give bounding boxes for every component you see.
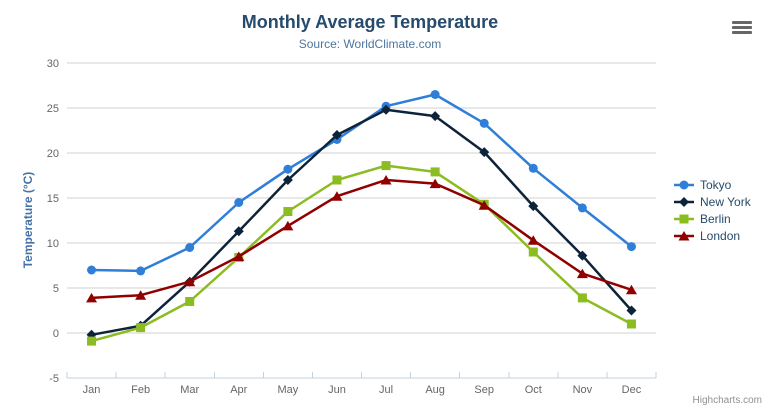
series-berlin-point[interactable]	[87, 336, 97, 346]
legend-label: London	[700, 228, 741, 243]
series-berlin-point[interactable]	[577, 293, 587, 303]
series-new-york-point[interactable]	[479, 147, 490, 158]
legend-label: New York	[700, 194, 751, 209]
legend-item-berlin[interactable]: Berlin	[673, 210, 751, 227]
series-tokyo-point[interactable]	[479, 118, 489, 128]
series-berlin-point[interactable]	[528, 247, 538, 257]
series-london-point[interactable]	[576, 268, 588, 279]
series-tokyo-point[interactable]	[430, 90, 440, 99]
legend-label: Berlin	[700, 211, 731, 226]
series-london-point[interactable]	[86, 292, 98, 303]
export-menu-button[interactable]	[728, 16, 756, 40]
series-new-york-point[interactable]	[626, 305, 637, 316]
series-new-york-point[interactable]	[430, 111, 441, 122]
series-tokyo-point[interactable]	[185, 243, 195, 252]
legend-marker	[679, 180, 689, 189]
x-axis-label: Feb	[131, 384, 150, 396]
legend-item-tokyo[interactable]: Tokyo	[673, 176, 751, 193]
x-axis-label: Mar	[180, 384, 199, 396]
series-tokyo	[87, 90, 636, 276]
series-london-point[interactable]	[282, 220, 294, 231]
legend-item-london[interactable]: London	[673, 227, 751, 244]
x-axis-label: May	[277, 384, 298, 396]
series-london-point[interactable]	[429, 178, 441, 189]
series-new-york-point[interactable]	[282, 175, 293, 185]
series-line-new-york	[90, 108, 633, 337]
legend-circle-icon	[674, 180, 694, 189]
series-new-york-point[interactable]	[577, 250, 588, 261]
credits-link[interactable]: Highcharts.com	[692, 395, 762, 406]
series-london-point[interactable]	[233, 251, 245, 262]
legend-marker	[678, 230, 690, 240]
y-axis-label: 5	[53, 283, 59, 295]
legend-marker	[679, 196, 689, 207]
series-london-point[interactable]	[135, 290, 147, 300]
series-tokyo-point[interactable]	[626, 242, 636, 252]
series-new-york	[86, 104, 637, 340]
y-axis-label: -5	[49, 373, 59, 385]
series-tokyo-point[interactable]	[87, 265, 97, 275]
legend: Tokyo New York Berlin London	[673, 176, 751, 244]
y-axis-label: 30	[47, 58, 59, 70]
x-axis-label: Jun	[328, 384, 346, 396]
y-axis-label: 20	[47, 148, 59, 160]
y-axis-label: 10	[47, 238, 59, 250]
series-berlin-point[interactable]	[626, 319, 636, 329]
chart-title: Monthly Average Temperature	[241, 12, 499, 32]
series-berlin-point[interactable]	[185, 297, 195, 306]
series-berlin-point[interactable]	[283, 207, 293, 216]
series-london	[86, 175, 637, 303]
series-new-york-point[interactable]	[528, 201, 539, 212]
series-new-york-point[interactable]	[381, 104, 392, 115]
y-axis-label: 25	[47, 103, 59, 115]
series-berlin-point[interactable]	[381, 161, 391, 171]
series-tokyo-point[interactable]	[577, 203, 587, 213]
series-berlin-point[interactable]	[332, 175, 342, 185]
x-axis-label: Sep	[474, 384, 494, 396]
series-london-point[interactable]	[380, 175, 392, 185]
series-tokyo-point[interactable]	[283, 164, 293, 174]
series-london-point[interactable]	[184, 276, 196, 287]
series-line-london	[90, 178, 633, 300]
x-axis-label: Jan	[83, 384, 101, 396]
y-axis-label: 15	[47, 193, 59, 205]
series-london-point[interactable]	[527, 235, 539, 245]
series-london-point[interactable]	[478, 200, 490, 210]
series-berlin-point[interactable]	[136, 323, 146, 333]
series-london-point[interactable]	[625, 284, 637, 295]
x-axis-label: Jul	[379, 384, 393, 396]
y-axis-label: 0	[53, 328, 59, 340]
series-new-york-point[interactable]	[331, 130, 342, 140]
legend-diamond-icon	[674, 196, 694, 207]
legend-square-icon	[674, 214, 694, 223]
legend-label: Tokyo	[700, 177, 732, 192]
x-axis-label: Oct	[525, 384, 542, 396]
series-line-tokyo	[90, 93, 633, 273]
chart-subtitle: Source: WorldClimate.com	[298, 37, 442, 51]
series-new-york-point[interactable]	[233, 226, 244, 237]
series-tokyo-point[interactable]	[136, 266, 146, 276]
legend-marker	[679, 214, 689, 223]
x-axis-label: Apr	[230, 384, 247, 396]
series-london-point[interactable]	[331, 191, 343, 201]
series-line-berlin	[90, 164, 633, 343]
y-axis-title: Temperature (°C)	[21, 171, 35, 269]
x-axis-label: Nov	[573, 384, 593, 396]
series-tokyo-point[interactable]	[234, 198, 244, 207]
series-berlin-point[interactable]	[430, 167, 440, 177]
x-axis-label: Aug	[425, 384, 445, 396]
legend-item-new-york[interactable]: New York	[673, 193, 751, 210]
legend-triangle-icon	[674, 230, 694, 240]
hamburger-icon	[732, 20, 752, 34]
series-tokyo-point[interactable]	[528, 163, 538, 173]
x-axis-label: Dec	[622, 384, 642, 396]
